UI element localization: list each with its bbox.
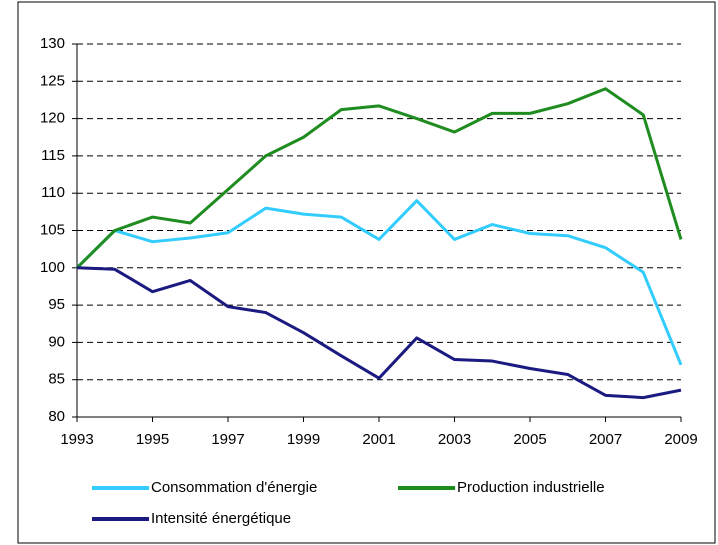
y-tick-label: 125 [40,72,65,89]
y-tick-label: 120 [40,110,65,127]
y-tick-label: 105 [40,221,65,238]
y-tick-label: 95 [48,296,65,313]
y-tick-label: 80 [48,408,65,425]
y-tick-label: 85 [48,371,65,388]
x-tick-label: 2001 [362,431,395,448]
legend-label: Consommation d'énergie [151,479,317,496]
x-tick-label: 1997 [211,431,244,448]
x-tick-label: 2007 [589,431,622,448]
series-line [75,87,683,269]
y-tick-label: 115 [41,147,65,164]
y-tick-label: 130 [40,35,65,52]
chart-frame [17,1,716,544]
x-tick-label: 1995 [136,431,169,448]
x-tick-label: 1993 [60,431,93,448]
series-line [76,266,682,400]
x-tick-label: 1999 [287,431,320,448]
x-tick-label: 2005 [513,431,546,448]
y-tick-label: 110 [41,184,65,201]
legend-label: Production industrielle [457,479,605,496]
x-tick-label: 2003 [438,431,471,448]
x-tick-label: 2009 [664,431,697,448]
legend-label: Intensité énergétique [151,510,291,527]
y-tick-label: 90 [48,333,65,350]
y-tick-label: 100 [40,259,65,276]
series-line [75,199,683,366]
